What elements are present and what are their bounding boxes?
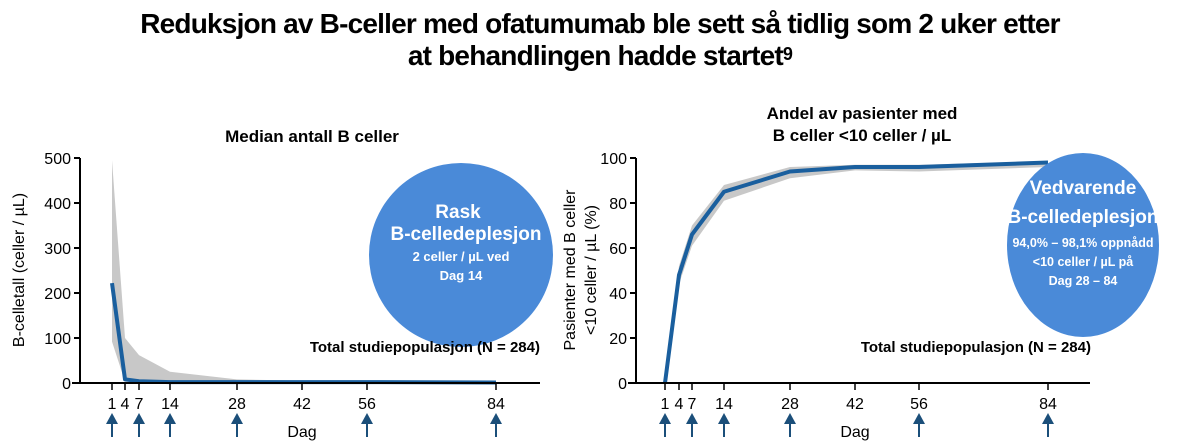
- x-tick-label: 7: [135, 396, 144, 413]
- slide-title-line1: Reduksjon av B-celler med ofatumumab ble…: [140, 8, 1060, 39]
- bubble-circle: [369, 163, 553, 347]
- bubble-line3: Dag 28 – 84: [1049, 274, 1118, 288]
- bubble-rapid-depletion: Rask B-celledeplesjon 2 celler / µL ved …: [369, 163, 553, 347]
- dose-arrow-icon: [361, 413, 373, 437]
- population-note: Total studiepopulasjon (N = 284): [310, 339, 540, 356]
- y-tick-label: 0: [618, 376, 627, 393]
- bubble-line1: 94,0% – 98,1% oppnådd: [1012, 236, 1153, 250]
- x-tick-label: 14: [161, 396, 179, 413]
- y-tick-label: 100: [600, 151, 627, 168]
- y-axis-label-line1: Pasienter med B celler: [562, 189, 579, 351]
- x-tick-label: 4: [675, 396, 684, 413]
- bubble-line1: 2 celler / µL ved: [413, 249, 510, 264]
- y-tick-label: 100: [44, 331, 71, 348]
- y-axis-label: B-celletall (celler / µL): [11, 193, 28, 347]
- dose-arrow-icon: [784, 413, 796, 437]
- chart-title-line2: B celler <10 celler / µL: [773, 126, 951, 145]
- y-tick-label: 400: [44, 196, 71, 213]
- dose-arrow-icon: [133, 413, 145, 437]
- bubble-heading1: Rask: [435, 202, 481, 223]
- dose-arrow-icon: [659, 413, 671, 437]
- x-axis-label: Dag: [287, 424, 316, 441]
- y-tick-label: 20: [609, 331, 627, 348]
- share-line: [663, 160, 1049, 384]
- data-line: [663, 160, 1049, 384]
- chart-title-line1: Andel av pasienter med: [767, 104, 958, 123]
- dose-arrow-icon: [164, 413, 176, 437]
- x-tick-label: 84: [487, 396, 505, 413]
- x-tick-label: 84: [1039, 396, 1057, 413]
- dose-arrow-icon: [718, 413, 730, 437]
- y-tick-label: 80: [609, 196, 627, 213]
- dosing-arrows: [106, 413, 502, 437]
- slide-title-line2: at behandlingen hadde startet9: [0, 40, 1200, 72]
- x-tick-label: 56: [910, 396, 928, 413]
- bubble-circle: [1007, 153, 1159, 337]
- x-tick-label: 1: [661, 396, 670, 413]
- x-tick-label: 4: [121, 396, 130, 413]
- chart-median-b-cells: Median antall B celler B-celletall (cell…: [11, 127, 553, 441]
- bubble-heading2: B-celledeplesjon: [391, 224, 542, 245]
- x-tick-label: 42: [293, 396, 311, 413]
- bubble-sustained-depletion: Vedvarende B-celledeplesjon 94,0% – 98,1…: [1007, 153, 1159, 337]
- dose-arrow-icon: [490, 413, 502, 437]
- reference-superscript: 9: [782, 44, 793, 64]
- y-tick-label: 200: [44, 286, 71, 303]
- dose-arrow-icon: [1042, 413, 1054, 437]
- bubble-heading2: B-celledeplesjon: [1008, 207, 1159, 228]
- bubble-line2: <10 celler / µL på: [1033, 255, 1133, 269]
- x-tick-label: 28: [228, 396, 246, 413]
- x-tick-label: 56: [358, 396, 376, 413]
- y-tick-label: 0: [62, 376, 71, 393]
- bubble-line2: Dag 14: [440, 268, 483, 283]
- slide-title-line2-text: at behandlingen hadde startet: [407, 40, 784, 71]
- y-tick-label: 500: [44, 151, 71, 168]
- y-axis-label-line2: <10 celler / µL (%): [583, 205, 600, 335]
- population-note: Total studiepopulasjon (N = 284): [861, 339, 1091, 356]
- y-tick-label: 40: [609, 286, 627, 303]
- chart-share-below-10: Andel av pasienter med B celler <10 cell…: [562, 104, 1159, 441]
- dose-arrow-icon: [913, 413, 925, 437]
- x-tick-label: 14: [715, 396, 733, 413]
- y-tick-label: 60: [609, 241, 627, 258]
- x-tick-label: 7: [688, 396, 697, 413]
- bubble-heading1: Vedvarende: [1030, 178, 1137, 199]
- y-tick-label: 300: [44, 241, 71, 258]
- dose-arrow-icon: [231, 413, 243, 437]
- x-tick-label: 1: [108, 396, 117, 413]
- x-tick-label: 42: [846, 396, 864, 413]
- dosing-arrows: [659, 413, 1054, 437]
- chart-title: Median antall B celler: [225, 127, 399, 146]
- dose-arrow-icon: [686, 413, 698, 437]
- x-tick-label: 28: [781, 396, 799, 413]
- x-axis-label: Dag: [840, 424, 869, 441]
- dose-arrow-icon: [106, 413, 118, 437]
- slide-title: Reduksjon av B-celler med ofatumumab ble…: [0, 8, 1200, 72]
